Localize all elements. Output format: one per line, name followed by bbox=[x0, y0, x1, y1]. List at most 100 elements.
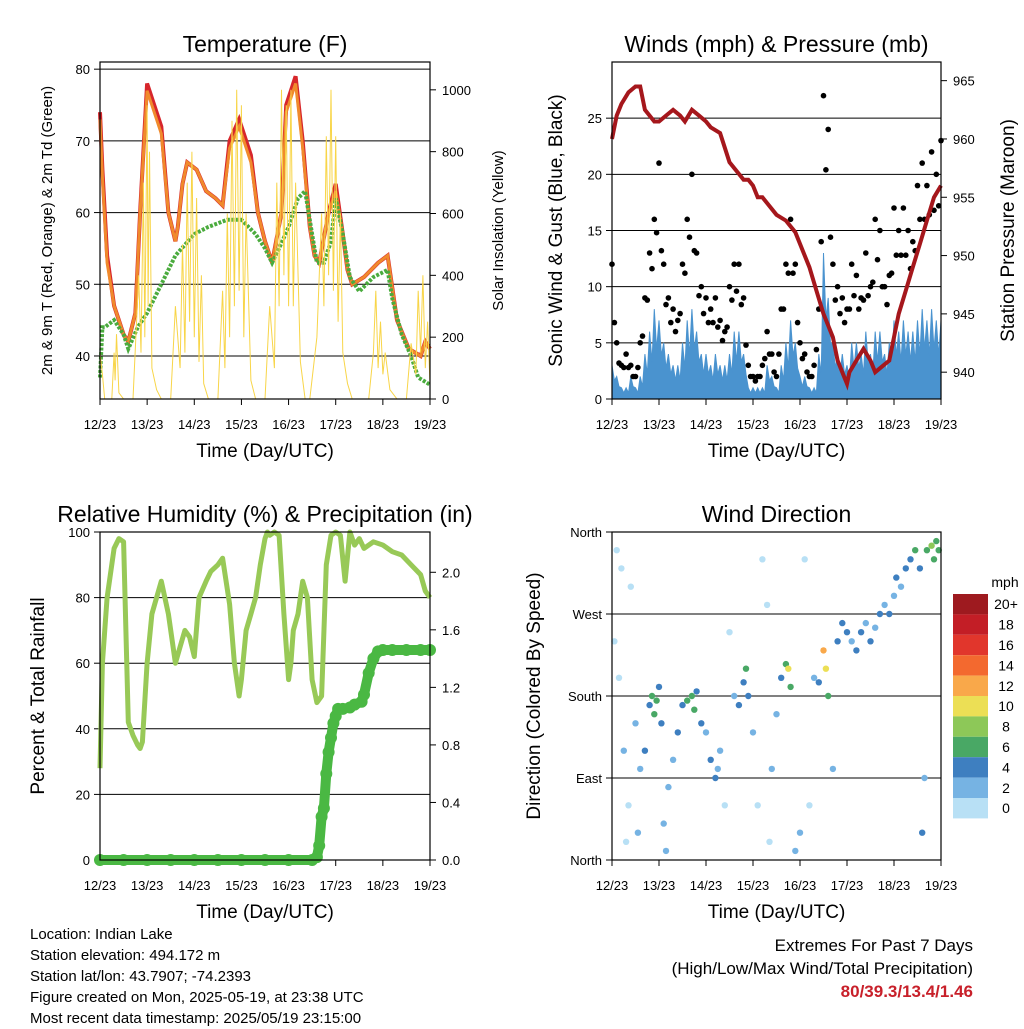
direction-point bbox=[679, 701, 686, 709]
direction-point bbox=[735, 701, 743, 709]
y-tick-label: 80 bbox=[76, 62, 90, 77]
gust-point bbox=[682, 270, 688, 277]
gust-point bbox=[764, 328, 770, 335]
gust-point bbox=[639, 333, 646, 339]
x-tick-label: 12/23 bbox=[596, 417, 629, 432]
legend-swatch bbox=[953, 696, 988, 717]
y2-tick-label: 945 bbox=[953, 307, 975, 322]
gust-point bbox=[653, 229, 660, 236]
y2-tick-label: 0.0 bbox=[442, 853, 460, 868]
location-text: Location: Indian Lake bbox=[30, 926, 173, 943]
y2-axis-label: Station Pressure (Maroon) bbox=[998, 119, 1019, 342]
legend-swatch bbox=[953, 736, 988, 758]
gust-point bbox=[801, 351, 808, 357]
gust-point bbox=[917, 216, 923, 223]
gust-point bbox=[790, 270, 796, 277]
y2-tick-label: 1.6 bbox=[442, 623, 460, 638]
y-tick-label: 20 bbox=[76, 787, 90, 802]
legend-swatch bbox=[953, 614, 988, 635]
gust-point bbox=[888, 270, 895, 277]
gust-point bbox=[881, 283, 888, 290]
gust-point bbox=[646, 250, 653, 256]
y-tick-label: 40 bbox=[76, 349, 90, 364]
gust-point bbox=[665, 295, 672, 301]
direction-point bbox=[618, 565, 625, 572]
direction-point bbox=[726, 629, 733, 636]
gust-point bbox=[820, 92, 827, 99]
gust-point bbox=[658, 247, 665, 254]
direction-point bbox=[716, 747, 724, 754]
gust-point bbox=[637, 340, 643, 346]
precip-point bbox=[322, 746, 335, 759]
direction-point bbox=[634, 829, 642, 836]
x-tick-label: 18/23 bbox=[367, 417, 400, 432]
y-tick-label: North bbox=[570, 853, 602, 868]
gust-point bbox=[839, 295, 846, 301]
direction-point bbox=[853, 647, 860, 654]
gust-point bbox=[738, 301, 745, 308]
gust-point bbox=[863, 250, 869, 256]
gust-point bbox=[893, 252, 900, 258]
gust-point bbox=[935, 203, 942, 209]
direction-point bbox=[637, 765, 644, 773]
temp9m-line bbox=[98, 83, 432, 359]
direction-point bbox=[796, 829, 804, 836]
gust-point bbox=[809, 373, 815, 380]
gust-point bbox=[792, 261, 799, 268]
legend-label: 20+ bbox=[994, 596, 1018, 612]
direction-point bbox=[825, 692, 832, 700]
extremes-summary: Extremes For Past 7 Days (High/Low/Max W… bbox=[672, 934, 973, 1003]
y2-tick-label: 200 bbox=[442, 330, 464, 345]
y-tick-label: 70 bbox=[76, 134, 90, 149]
direction-point bbox=[834, 638, 841, 645]
x-tick-label: 16/23 bbox=[784, 878, 817, 893]
gust-point bbox=[649, 265, 655, 272]
gust-point bbox=[684, 216, 690, 223]
x-tick-label: 17/23 bbox=[319, 417, 352, 432]
direction-point bbox=[848, 638, 855, 645]
y-tick-label: 10 bbox=[588, 280, 602, 295]
direction-point bbox=[897, 583, 905, 590]
gust-point bbox=[762, 355, 768, 362]
y-axis-label: 2m & 9m T (Red, Orange) & 2m Td (Green) bbox=[39, 86, 56, 375]
gust-point bbox=[903, 252, 909, 258]
sonic-wind-area bbox=[611, 252, 942, 400]
gust-point bbox=[679, 261, 686, 268]
y2-tick-label: 955 bbox=[953, 190, 975, 205]
x-tick-label: 12/23 bbox=[84, 878, 117, 893]
gust-point bbox=[804, 369, 810, 375]
direction-point bbox=[890, 592, 898, 599]
y-tick-label: 40 bbox=[76, 722, 90, 737]
legend-label: 2 bbox=[1002, 780, 1010, 796]
x-axis-label: Time (Day/UTC) bbox=[196, 441, 334, 462]
gust-point bbox=[851, 292, 857, 299]
gust-point bbox=[830, 261, 836, 268]
direction-point bbox=[921, 774, 928, 782]
legend-swatch bbox=[953, 655, 988, 676]
gust-point bbox=[729, 297, 735, 303]
direction-point bbox=[684, 697, 691, 704]
direction-point bbox=[919, 829, 926, 836]
direction-point bbox=[688, 692, 696, 700]
legend-swatch bbox=[953, 716, 988, 737]
gust-point bbox=[740, 295, 747, 301]
legend-swatch bbox=[953, 777, 988, 798]
direction-point bbox=[721, 802, 728, 809]
gust-point bbox=[846, 306, 853, 312]
direction-point bbox=[611, 638, 618, 645]
gust-point bbox=[693, 250, 700, 256]
gust-point bbox=[757, 373, 763, 380]
elevation-text: Station elevation: 494.172 m bbox=[30, 947, 221, 964]
x-tick-label: 18/23 bbox=[878, 878, 911, 893]
gust-point bbox=[670, 306, 676, 312]
gust-point bbox=[794, 319, 801, 326]
gust-point bbox=[776, 351, 782, 357]
direction-point bbox=[754, 802, 761, 809]
legend-label: 12 bbox=[998, 678, 1014, 694]
gust-point bbox=[834, 283, 841, 290]
winds-chart: Winds (mph) & Pressure (mb) Time (Day/UTC… bbox=[546, 31, 1019, 462]
x-tick-label: 15/23 bbox=[225, 878, 258, 893]
direction-point bbox=[862, 619, 869, 627]
gust-point bbox=[811, 362, 817, 369]
y2-tick-label: 0 bbox=[442, 392, 449, 407]
